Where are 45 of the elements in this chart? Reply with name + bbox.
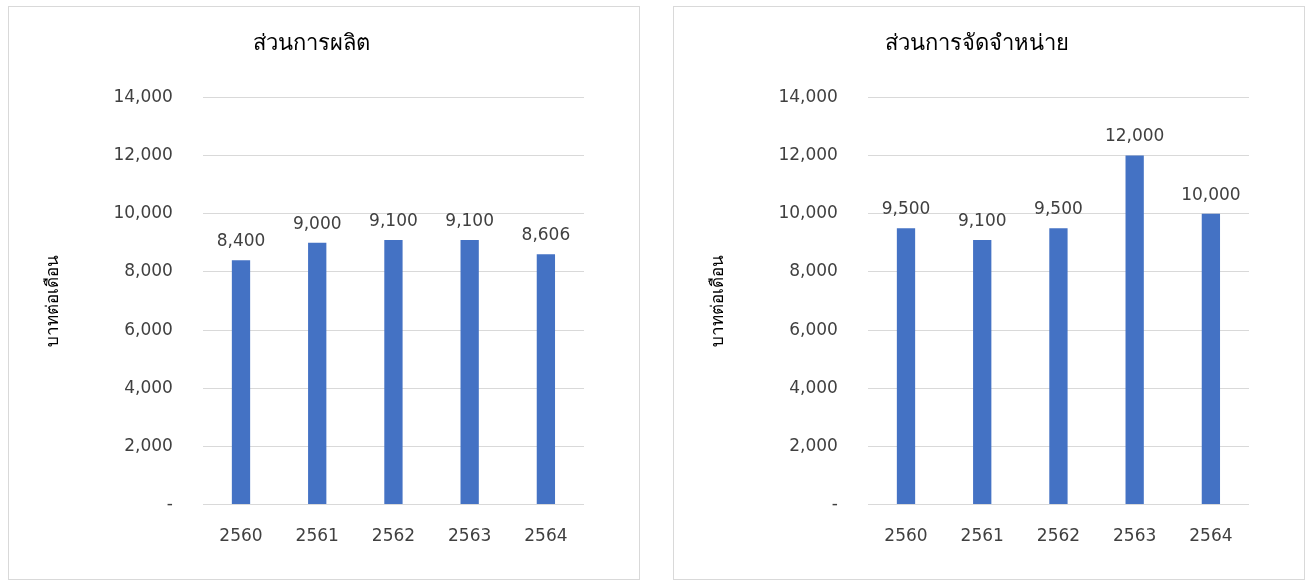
chart-title: ส่วนการจัดจำหน่าย xyxy=(884,29,1069,55)
y-tick-label: 8,000 xyxy=(789,260,838,281)
y-tick-label: 6,000 xyxy=(789,318,838,339)
bar xyxy=(1125,155,1144,505)
y-tick-label: 10,000 xyxy=(113,202,173,223)
data-label: 9,500 xyxy=(881,198,931,219)
y-tick-label: 12,000 xyxy=(778,143,838,164)
x-tick-label: 2561 xyxy=(960,525,1004,546)
y-tick-label: 6,000 xyxy=(124,318,173,339)
y-tick-label: 2,000 xyxy=(789,434,838,455)
y-tick-label: 4,000 xyxy=(789,376,838,397)
bar xyxy=(896,228,916,505)
y-tick-label: - xyxy=(166,493,173,514)
data-label: 8,606 xyxy=(521,224,571,245)
data-label: 8,400 xyxy=(216,230,266,251)
x-tick-label: 2562 xyxy=(1036,525,1081,546)
bar xyxy=(1049,228,1068,505)
chart-title: ส่วนการผลิต xyxy=(253,29,370,55)
data-label: 9,500 xyxy=(1034,198,1083,219)
x-tick-label: 2563 xyxy=(448,525,492,546)
y-axis-title: บาทต่อเดือน xyxy=(41,255,62,347)
data-label: 9,000 xyxy=(292,212,342,233)
y-tick-label: 4,000 xyxy=(124,376,173,397)
y-tick-label: 8,000 xyxy=(124,260,173,281)
data-label: 9,100 xyxy=(369,209,418,230)
x-tick-label: 2560 xyxy=(884,525,928,546)
data-label: 9,100 xyxy=(957,209,1007,230)
x-tick-label: 2563 xyxy=(1113,525,1157,546)
x-tick-label: 2562 xyxy=(371,525,416,546)
y-tick-label: 2,000 xyxy=(124,434,173,455)
y-axis-title: บาทต่อเดือน xyxy=(706,255,727,347)
x-tick-label: 2561 xyxy=(295,525,339,546)
data-label: 12,000 xyxy=(1104,125,1165,146)
x-tick-label: 2560 xyxy=(219,525,263,546)
y-tick-label: - xyxy=(831,493,838,514)
x-tick-label: 2564 xyxy=(1189,525,1233,546)
y-tick-label: 14,000 xyxy=(778,85,838,106)
data-label: 9,100 xyxy=(445,209,494,230)
data-label: 10,000 xyxy=(1181,183,1241,204)
bar xyxy=(1201,213,1221,505)
y-tick-label: 10,000 xyxy=(778,202,838,223)
x-tick-label: 2564 xyxy=(524,525,568,546)
y-tick-label: 14,000 xyxy=(113,85,173,106)
bar xyxy=(973,239,992,505)
y-tick-label: 12,000 xyxy=(113,143,173,164)
